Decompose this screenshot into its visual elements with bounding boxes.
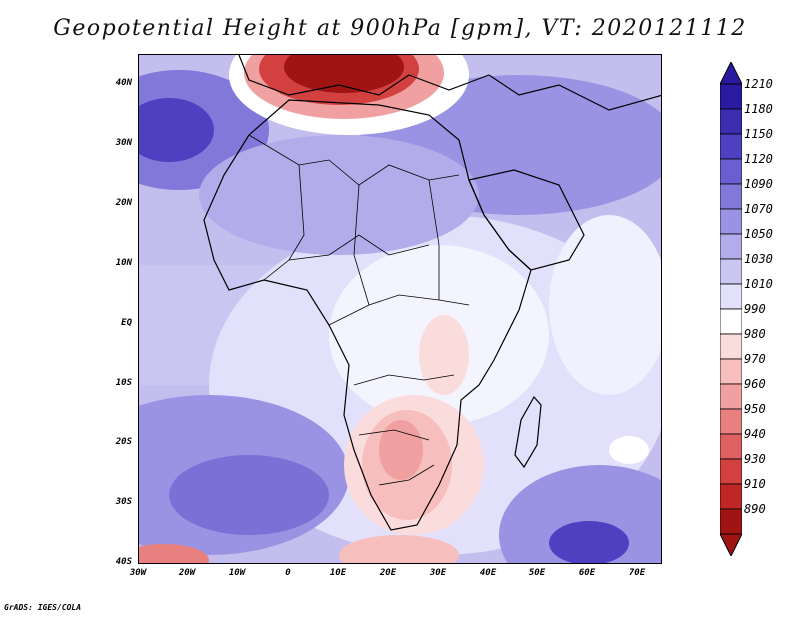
colorbar <box>720 62 742 556</box>
lat-label: 30S <box>115 497 132 507</box>
colorbar-label: 1030 <box>744 252 773 266</box>
colorbar-box <box>720 458 742 485</box>
lat-label: 40N <box>115 78 132 88</box>
lat-label: EQ <box>121 318 132 328</box>
lon-label: 70E <box>628 568 646 578</box>
lon-label: 10E <box>329 568 347 578</box>
colorbar-label: 1150 <box>744 127 773 141</box>
map-panel <box>138 54 662 564</box>
colorbar-label: 1090 <box>744 177 773 191</box>
europe-coastline <box>238 55 661 111</box>
colorbar-box <box>720 408 742 435</box>
colorbar-box <box>720 83 742 110</box>
lat-label: 10N <box>115 258 132 268</box>
lon-label: 40E <box>479 568 497 578</box>
colorbar-label: 910 <box>744 477 766 491</box>
colorbar-label: 1210 <box>744 77 773 91</box>
lat-label: 40S <box>115 557 132 567</box>
lon-label: 20E <box>379 568 397 578</box>
geopotential-field <box>139 55 661 563</box>
arabia-coastline <box>468 169 585 271</box>
colorbar-label: 890 <box>744 502 766 516</box>
colorbar-box <box>720 258 742 285</box>
colorbar-box <box>720 333 742 360</box>
colorbar-label: 1050 <box>744 227 773 241</box>
colorbar-label: 990 <box>744 302 766 316</box>
lon-label: 60E <box>578 568 596 578</box>
lat-label: 20N <box>115 198 132 208</box>
colorbar-label: 1010 <box>744 277 773 291</box>
colorbar-box <box>720 283 742 310</box>
madagascar-coastline <box>514 395 542 469</box>
lat-label: 30N <box>115 138 132 148</box>
colorbar-box <box>720 183 742 210</box>
colorbar-bottom-arrow <box>720 533 742 556</box>
colorbar-label: 940 <box>744 427 766 441</box>
colorbar-label: 1180 <box>744 102 773 116</box>
colorbar-label: 980 <box>744 327 766 341</box>
colorbar-box <box>720 358 742 385</box>
colorbar-box <box>720 508 742 535</box>
colorbar-box <box>720 483 742 510</box>
colorbar-label: 1120 <box>744 152 773 166</box>
grads-credit: GrADS: IGES/COLA <box>4 603 82 612</box>
colorbar-label: 930 <box>744 452 766 466</box>
lon-label: 50E <box>528 568 546 578</box>
chart-title: Geopotential Height at 900hPa [gpm], VT:… <box>53 16 747 41</box>
lon-label: 30E <box>429 568 447 578</box>
colorbar-box <box>720 233 742 260</box>
colorbar-label: 970 <box>744 352 766 366</box>
lon-label: 0 <box>285 568 291 578</box>
colorbar-box <box>720 383 742 410</box>
colorbar-box <box>720 158 742 185</box>
colorbar-box <box>720 108 742 135</box>
colorbar-label: 960 <box>744 377 766 391</box>
country-borders <box>248 134 470 486</box>
colorbar-box <box>720 208 742 235</box>
lon-label: 10W <box>228 568 246 578</box>
colorbar-box <box>720 133 742 160</box>
lat-label: 10S <box>115 378 132 388</box>
colorbar-box <box>720 308 742 335</box>
colorbar-label: 950 <box>744 402 766 416</box>
lon-label: 20W <box>178 568 196 578</box>
colorbar-label: 1070 <box>744 202 773 216</box>
colorbar-top-arrow <box>720 62 742 85</box>
colorbar-box <box>720 433 742 460</box>
lat-label: 20S <box>115 437 132 447</box>
lon-label: 30W <box>129 568 147 578</box>
